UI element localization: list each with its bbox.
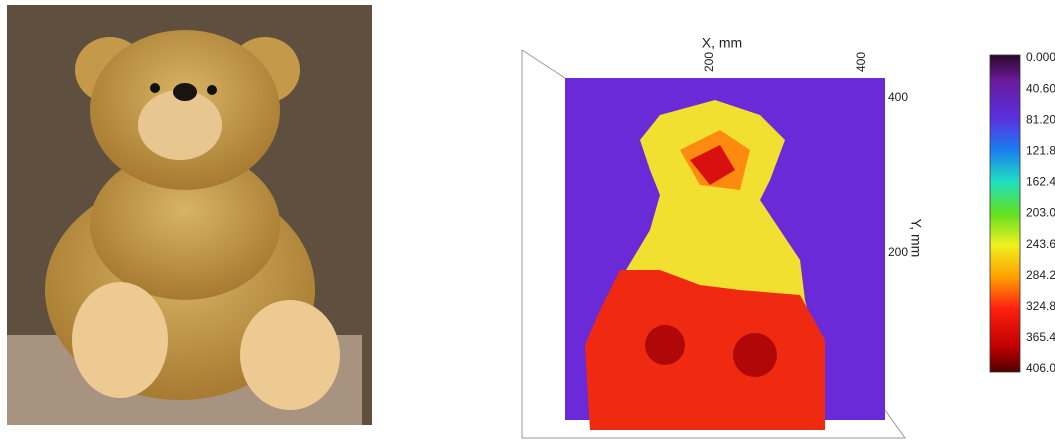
colorbar-label: 203.0 bbox=[1026, 206, 1055, 220]
x-tick-label: 400 bbox=[854, 52, 868, 72]
y-tick-label: 200 bbox=[888, 245, 908, 259]
heatmap bbox=[522, 50, 905, 438]
photo bbox=[7, 5, 372, 425]
colorbar-label: 0.000 bbox=[1026, 50, 1055, 64]
colorbar-label: 365.4 bbox=[1026, 330, 1055, 344]
colorbar-label: 40.60 bbox=[1026, 81, 1055, 95]
x-tick-label: 200 bbox=[702, 52, 716, 72]
x-axis-label: X, mm bbox=[702, 35, 742, 51]
figure: X, mm 200 400 400 200 Y, mm 0.000 40.60 81… bbox=[0, 0, 1055, 443]
y-axis-label: Y, mm bbox=[908, 219, 924, 258]
x-axis: X, mm 200 400 bbox=[702, 35, 868, 72]
y-axis: 400 200 Y, mm bbox=[888, 90, 924, 259]
colorbar-label: 162.4 bbox=[1026, 175, 1055, 189]
colorbar-label: 121.8 bbox=[1026, 143, 1055, 157]
colorbar: 0.000 40.60 81.20 121.8 162.4 203.0 243.6 284.2… bbox=[990, 50, 1055, 375]
colorbar-label: 243.6 bbox=[1026, 237, 1055, 251]
colorbar-label: 324.8 bbox=[1026, 299, 1055, 313]
colorbar-label: 284.2 bbox=[1026, 268, 1055, 282]
y-tick-label: 400 bbox=[888, 90, 908, 104]
colorbar-label: 81.20 bbox=[1026, 112, 1055, 126]
colorbar-label: 406.0 bbox=[1026, 361, 1055, 375]
